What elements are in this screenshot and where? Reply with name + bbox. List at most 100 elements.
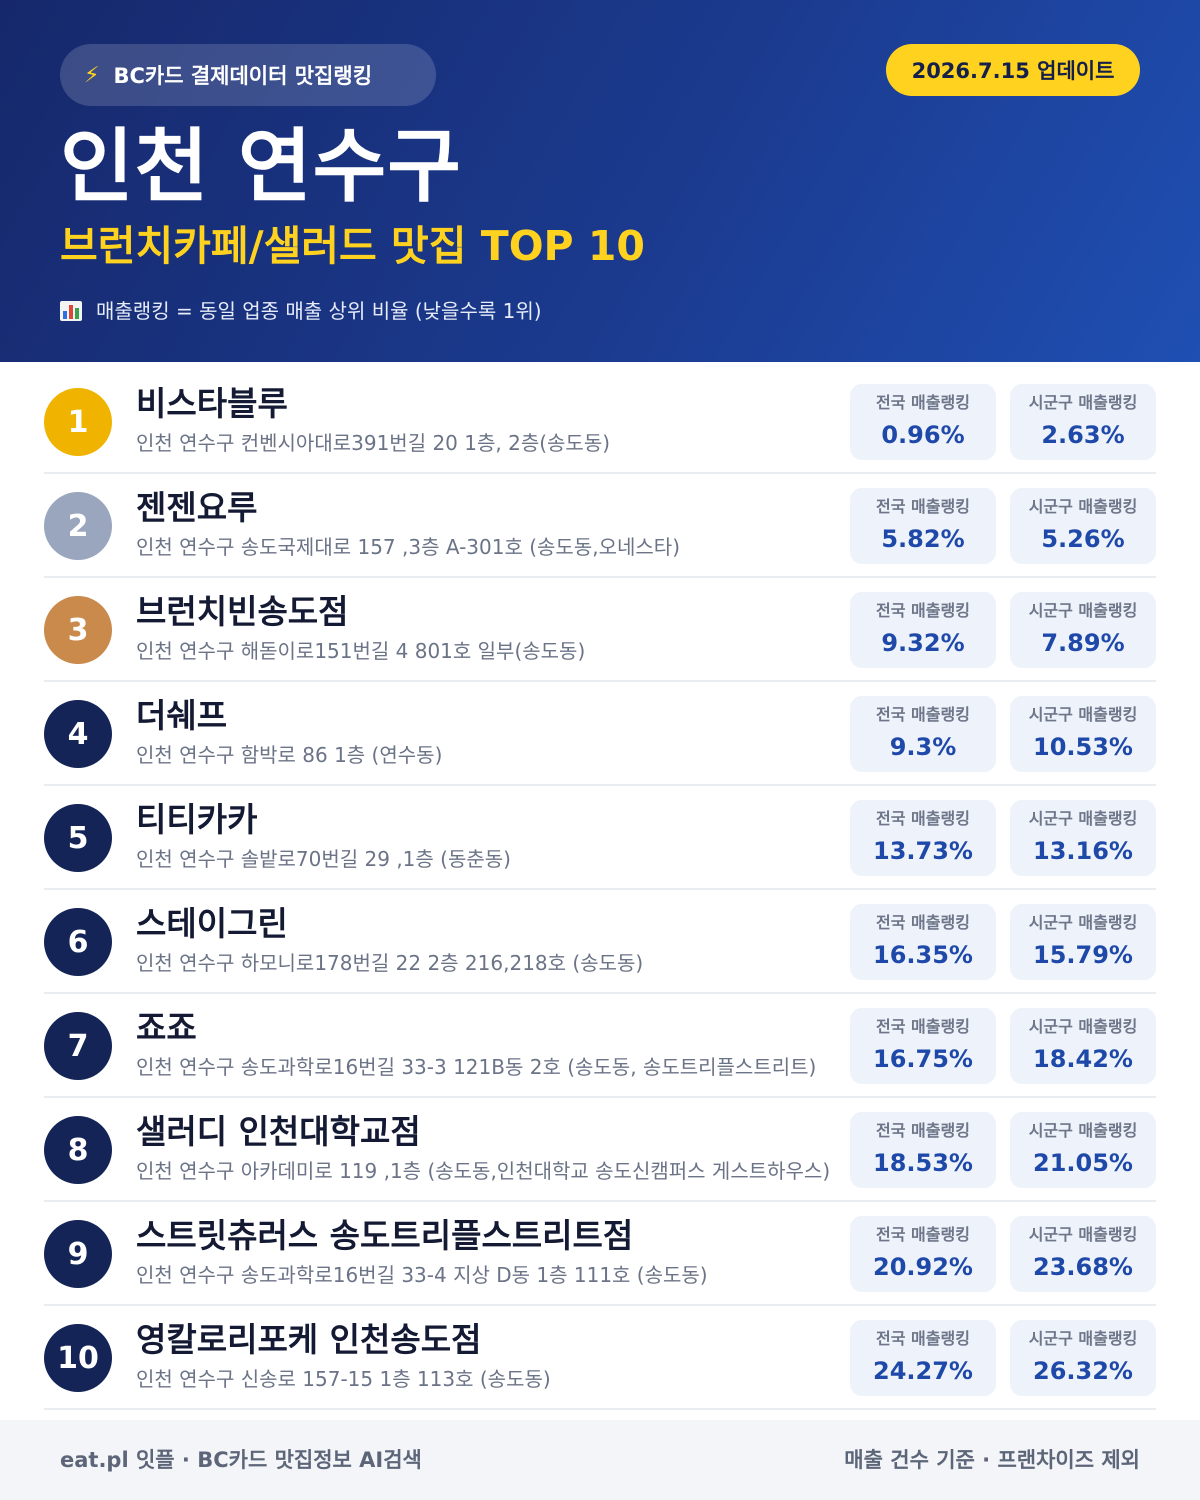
national-ranking-card: 전국 매출랭킹 16.35% <box>850 904 996 980</box>
regional-ranking-card: 시군구 매출랭킹 5.26% <box>1010 488 1156 564</box>
regional-ranking-label: 시군구 매출랭킹 <box>1028 601 1138 620</box>
restaurant-address: 인천 연수구 솔밭로70번길 29 ,1층 (동춘동) <box>136 847 511 871</box>
restaurant-name: 죠죠 <box>136 1008 197 1047</box>
regional-ranking-value: 13.16% <box>1033 837 1133 865</box>
restaurant-address: 인천 연수구 신송로 157-15 1층 113호 (송도동) <box>136 1367 551 1391</box>
regional-ranking-label: 시군구 매출랭킹 <box>1028 705 1138 724</box>
national-ranking-value: 5.82% <box>881 525 965 553</box>
restaurant-address: 인천 연수구 송도과학로16번길 33-3 121B동 2호 (송도동, 송도트… <box>136 1055 817 1079</box>
national-ranking-value: 13.73% <box>873 837 973 865</box>
national-ranking-label: 전국 매출랭킹 <box>876 705 970 724</box>
restaurant-address: 인천 연수구 컨벤시아대로391번길 20 1층, 2층(송도동) <box>136 431 611 455</box>
regional-ranking-card: 시군구 매출랭킹 26.32% <box>1010 1320 1156 1396</box>
regional-ranking-value: 10.53% <box>1033 733 1133 761</box>
update-date-badge: 2026.7.15 업데이트 <box>886 44 1140 96</box>
list-item[interactable]: 4 더쉐프 인천 연수구 함박로 86 1층 (연수동) 전국 매출랭킹 9.3% 시군구… <box>44 682 1156 786</box>
national-ranking-label: 전국 매출랭킹 <box>876 601 970 620</box>
page-title: 인천 연수구 <box>60 120 462 213</box>
brand-pill: ⚡ BC카드 결제데이터 맛집랭킹 <box>60 44 436 106</box>
restaurant-name: 샐러디 인천대학교점 <box>136 1112 421 1151</box>
restaurant-name: 브런치빈송도점 <box>136 592 349 631</box>
regional-ranking-card: 시군구 매출랭킹 7.89% <box>1010 592 1156 668</box>
list-item[interactable]: 6 스테이그린 인천 연수구 하모니로178번길 22 2층 216,218호 (송… <box>44 890 1156 994</box>
rank-badge: 9 <box>44 1220 112 1288</box>
national-ranking-label: 전국 매출랭킹 <box>876 809 970 828</box>
national-ranking-card: 전국 매출랭킹 16.75% <box>850 1008 996 1084</box>
national-ranking-card: 전국 매출랭킹 9.3% <box>850 696 996 772</box>
footer: eat.pl 잇플 · BC카드 맛집정보 AI검색 매출 건수 기준 · 프랜… <box>0 1420 1200 1500</box>
page-subtitle: 브런치카페/샐러드 맛집 TOP 10 <box>60 222 645 270</box>
regional-ranking-label: 시군구 매출랭킹 <box>1028 1329 1138 1348</box>
national-ranking-value: 9.32% <box>881 629 965 657</box>
restaurant-name: 비스타블루 <box>136 384 288 423</box>
regional-ranking-value: 26.32% <box>1033 1357 1133 1385</box>
bar-chart-icon <box>60 301 82 321</box>
lightning-icon: ⚡ <box>84 62 100 88</box>
rank-badge: 3 <box>44 596 112 664</box>
rank-badge: 8 <box>44 1116 112 1184</box>
national-ranking-value: 24.27% <box>873 1357 973 1385</box>
restaurant-name: 영칼로리포케 인천송도점 <box>136 1320 482 1359</box>
regional-ranking-card: 시군구 매출랭킹 23.68% <box>1010 1216 1156 1292</box>
national-ranking-label: 전국 매출랭킹 <box>876 1121 970 1140</box>
national-ranking-label: 전국 매출랭킹 <box>876 913 970 932</box>
ranking-note-text: 매출랭킹 = 동일 업종 매출 상위 비율 (낮을수록 1위) <box>96 299 542 323</box>
national-ranking-value: 16.35% <box>873 941 973 969</box>
regional-ranking-value: 15.79% <box>1033 941 1133 969</box>
restaurant-address: 인천 연수구 송도국제대로 157 ,3층 A-301호 (송도동,오네스타) <box>136 535 680 559</box>
regional-ranking-value: 18.42% <box>1033 1045 1133 1073</box>
national-ranking-card: 전국 매출랭킹 13.73% <box>850 800 996 876</box>
national-ranking-label: 전국 매출랭킹 <box>876 1017 970 1036</box>
regional-ranking-value: 5.26% <box>1041 525 1125 553</box>
regional-ranking-card: 시군구 매출랭킹 10.53% <box>1010 696 1156 772</box>
regional-ranking-card: 시군구 매출랭킹 2.63% <box>1010 384 1156 460</box>
regional-ranking-card: 시군구 매출랭킹 13.16% <box>1010 800 1156 876</box>
rank-badge: 4 <box>44 700 112 768</box>
national-ranking-card: 전국 매출랭킹 18.53% <box>850 1112 996 1188</box>
regional-ranking-value: 21.05% <box>1033 1149 1133 1177</box>
restaurant-address: 인천 연수구 송도과학로16번길 33-4 지상 D동 1층 111호 (송도동… <box>136 1263 708 1287</box>
national-ranking-value: 9.3% <box>889 733 957 761</box>
footer-criteria: 매출 건수 기준 · 프랜차이즈 제외 <box>844 1448 1140 1472</box>
regional-ranking-label: 시군구 매출랭킹 <box>1028 393 1138 412</box>
regional-ranking-label: 시군구 매출랭킹 <box>1028 809 1138 828</box>
rank-badge: 10 <box>44 1324 112 1392</box>
national-ranking-card: 전국 매출랭킹 24.27% <box>850 1320 996 1396</box>
regional-ranking-label: 시군구 매출랭킹 <box>1028 1017 1138 1036</box>
restaurant-name: 티티카카 <box>136 800 258 839</box>
regional-ranking-label: 시군구 매출랭킹 <box>1028 913 1138 932</box>
national-ranking-value: 20.92% <box>873 1253 973 1281</box>
restaurant-name: 젠젠요루 <box>136 488 258 527</box>
national-ranking-card: 전국 매출랭킹 5.82% <box>850 488 996 564</box>
national-ranking-label: 전국 매출랭킹 <box>876 1329 970 1348</box>
header-banner: ⚡ BC카드 결제데이터 맛집랭킹 2026.7.15 업데이트 인천 연수구 … <box>0 0 1200 362</box>
regional-ranking-label: 시군구 매출랭킹 <box>1028 497 1138 516</box>
restaurant-address: 인천 연수구 하모니로178번길 22 2층 216,218호 (송도동) <box>136 951 644 975</box>
regional-ranking-value: 23.68% <box>1033 1253 1133 1281</box>
rank-badge: 5 <box>44 804 112 872</box>
national-ranking-card: 전국 매출랭킹 0.96% <box>850 384 996 460</box>
regional-ranking-value: 7.89% <box>1041 629 1125 657</box>
restaurant-name: 스트릿츄러스 송도트리플스트리트점 <box>136 1216 634 1255</box>
ranking-note: 매출랭킹 = 동일 업종 매출 상위 비율 (낮을수록 1위) <box>60 294 542 328</box>
regional-ranking-label: 시군구 매출랭킹 <box>1028 1225 1138 1244</box>
regional-ranking-card: 시군구 매출랭킹 18.42% <box>1010 1008 1156 1084</box>
national-ranking-label: 전국 매출랭킹 <box>876 393 970 412</box>
restaurant-address: 인천 연수구 아카데미로 119 ,1층 (송도동,인천대학교 송도신캠퍼스 게… <box>136 1159 831 1183</box>
list-item[interactable]: 3 브런치빈송도점 인천 연수구 해돋이로151번길 4 801호 일부(송도동) 전… <box>44 578 1156 682</box>
restaurant-name: 더쉐프 <box>136 696 228 735</box>
regional-ranking-label: 시군구 매출랭킹 <box>1028 1121 1138 1140</box>
rank-badge: 1 <box>44 388 112 456</box>
regional-ranking-card: 시군구 매출랭킹 15.79% <box>1010 904 1156 980</box>
rank-badge: 2 <box>44 492 112 560</box>
rank-badge: 7 <box>44 1012 112 1080</box>
regional-ranking-value: 2.63% <box>1041 421 1125 449</box>
